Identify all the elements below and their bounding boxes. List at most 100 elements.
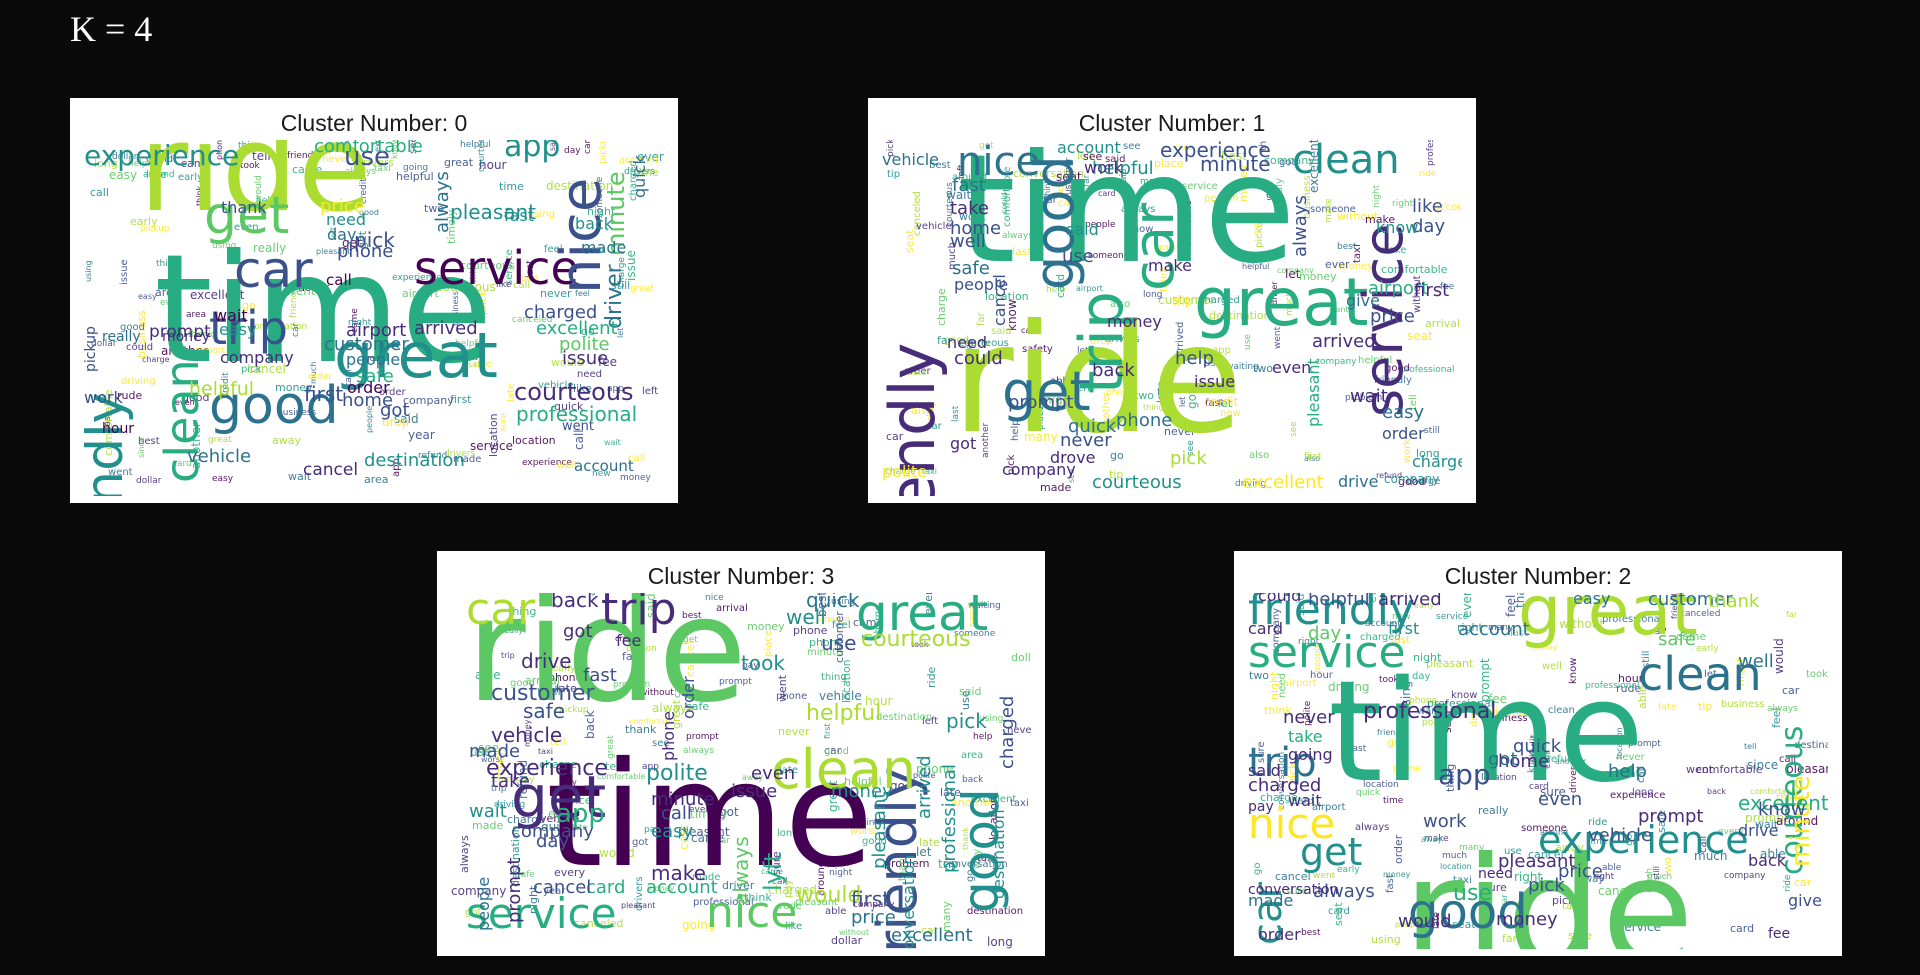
- cloud-filler-word: vehicle: [916, 221, 952, 232]
- cloud-filler-word: pick: [1552, 894, 1575, 907]
- cloud-filler-word: location: [1481, 773, 1517, 783]
- cloud-filler-word: location: [1440, 862, 1472, 871]
- cloud-filler-word: still: [1424, 426, 1440, 436]
- cloud-word: help: [1608, 761, 1647, 782]
- cloud-filler-word: long: [1632, 787, 1654, 798]
- cloud-word: quick: [1513, 736, 1562, 757]
- cloud-word: charge: [1412, 452, 1462, 471]
- cloud-word: account: [1057, 140, 1121, 157]
- cloud-word: home: [950, 218, 1002, 239]
- cloud-word: drive: [521, 649, 572, 673]
- cloud-word: make: [1148, 256, 1192, 275]
- cloud-filler-word: time: [1383, 796, 1404, 806]
- cloud-filler-word: another: [951, 796, 995, 809]
- cloud-filler-word: well: [537, 684, 561, 698]
- cloud-filler-word: right: [1457, 621, 1483, 634]
- cloud-filler-word: without: [640, 688, 674, 698]
- cloud-filler-word: said: [986, 181, 1005, 191]
- cloud-word: said: [1248, 761, 1281, 780]
- cloud-filler-word: driving: [121, 376, 156, 387]
- cloud-filler-word: came: [181, 157, 212, 170]
- cloud-filler-word: let: [616, 327, 625, 338]
- cloud-word: time: [154, 223, 493, 397]
- cloud-filler-word: ever: [637, 150, 664, 164]
- cloud-filler-word: away: [1555, 841, 1584, 854]
- cloud-filler-word: let: [1077, 346, 1089, 356]
- cloud-filler-word: sure: [1286, 886, 1308, 897]
- cloud-word: always: [1313, 881, 1375, 902]
- cloud-filler-word: issue: [119, 259, 130, 285]
- cloud-filler-word: pleasant: [621, 901, 656, 910]
- cloud-filler-word: ever: [1325, 258, 1350, 271]
- cloud-filler-word: right: [1593, 872, 1615, 882]
- cloud-filler-word: made: [453, 454, 482, 465]
- cloud-word: app: [1438, 758, 1491, 791]
- cloud-filler-word: really: [1478, 804, 1509, 817]
- cloud-filler-word: drop: [382, 415, 410, 429]
- cloud-word: order: [679, 676, 698, 719]
- cloud-filler-word: order: [308, 372, 332, 382]
- cloud-filler-word: hour: [865, 694, 893, 708]
- cloud-filler-word: excellent: [1590, 767, 1640, 780]
- cloud-filler-word: drivers: [447, 350, 486, 363]
- cloud-filler-word: service: [552, 794, 592, 807]
- cloud-filler-word: always: [345, 167, 376, 177]
- cloud-filler-word: much: [1694, 849, 1728, 863]
- cloud-filler-word: tip: [887, 169, 901, 180]
- cloud-filler-word: courteous: [460, 259, 515, 272]
- cloud-filler-word: call: [1779, 754, 1797, 765]
- cloud-filler-word: experience: [392, 273, 442, 283]
- cloud-word: fee: [1768, 926, 1791, 942]
- cloud-filler-word: early: [178, 172, 204, 183]
- cloud-filler-word: destination: [876, 712, 933, 723]
- cloud-filler-word: make: [1365, 213, 1396, 226]
- cloud-filler-word: comfortable: [1696, 763, 1763, 776]
- cloud-word: prompt: [504, 857, 525, 923]
- cloud-filler-word: fee: [598, 355, 617, 369]
- cloud-filler-word: even: [234, 222, 259, 233]
- cloud-word: phone: [337, 241, 394, 262]
- cloud-filler-word: problem: [613, 680, 651, 690]
- cloud-filler-word: waiting: [968, 601, 1001, 611]
- cloud-filler-word: made: [1040, 481, 1072, 494]
- cloud-filler-word: dollar: [298, 281, 330, 294]
- cloud-filler-word: call: [628, 453, 646, 464]
- cloud-filler-word: someone: [1088, 251, 1130, 261]
- cloud-filler-word: professional: [1426, 140, 1436, 166]
- cloud-filler-word: another: [1555, 757, 1587, 766]
- cloud-word: car: [1122, 202, 1187, 291]
- cloud-word: made: [581, 238, 627, 257]
- cloud-word: price: [1558, 861, 1603, 882]
- cloud-word: great: [856, 593, 989, 642]
- cloud-word: excellent: [536, 318, 618, 339]
- cloud-filler-word: going: [403, 163, 429, 173]
- cloud-filler-word: rude: [1616, 682, 1642, 695]
- cloud-filler-word: know: [966, 339, 990, 349]
- cloud-word: quick: [806, 593, 860, 612]
- cloud-filler-word: great: [208, 435, 232, 445]
- cloud-word: even: [1538, 789, 1583, 810]
- cloud-word: lyft: [759, 852, 787, 891]
- cloud-word: get: [1002, 360, 1091, 423]
- cloud-filler-word: get: [683, 635, 698, 645]
- cloud-filler-word: right: [1392, 199, 1414, 209]
- cloud-filler-word: problem: [884, 857, 930, 870]
- cloud-word: price: [1370, 306, 1415, 327]
- cloud-word: vehicle: [187, 446, 252, 467]
- cloud-filler-word: made: [692, 872, 721, 883]
- cloud-word: great: [334, 319, 498, 392]
- cloud-filler-word: comfortable: [629, 717, 678, 726]
- cloud-filler-word: good: [1385, 363, 1410, 374]
- cloud-filler-word: cancel: [1275, 870, 1311, 883]
- cloud-filler-word: destination: [1794, 740, 1828, 751]
- cloud-filler-word: wait: [604, 438, 621, 447]
- cloud-filler-word: courteous: [436, 280, 496, 294]
- cloud-filler-word: airport: [195, 346, 226, 356]
- cloud-filler-word: tip: [1698, 700, 1713, 713]
- cloud-filler-word: took: [1806, 669, 1828, 680]
- cloud-filler-word: vehicle: [538, 380, 574, 391]
- cloud-word: helpful: [806, 701, 882, 726]
- cloud-filler-word: good: [824, 746, 849, 757]
- cloud-word: need: [947, 333, 987, 352]
- cloud-filler-word: someone: [1521, 823, 1567, 834]
